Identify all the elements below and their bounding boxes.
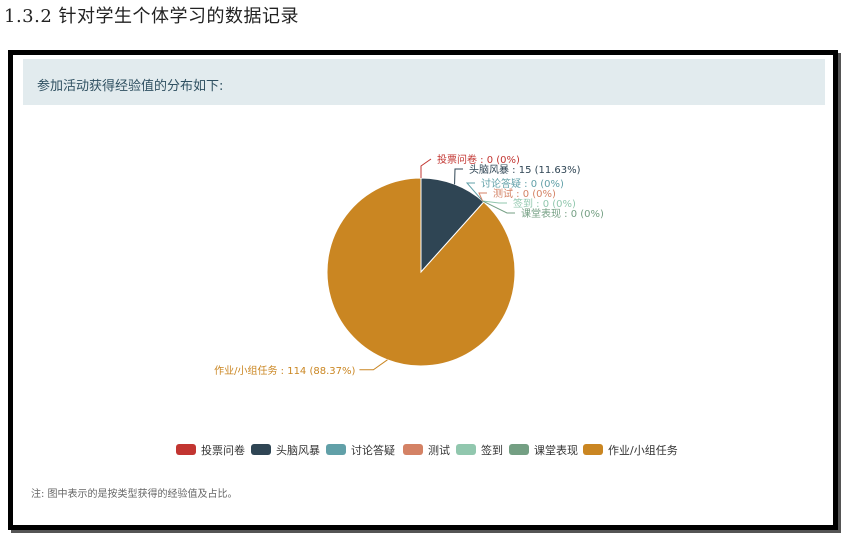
legend-swatch-6 — [583, 444, 603, 455]
legend-item-1[interactable]: 头脑风暴 — [251, 444, 320, 457]
legend-label-0: 投票问卷 — [201, 443, 245, 457]
data-label-2: 讨论答疑 : 0 (0%) — [481, 177, 564, 190]
legend-item-3[interactable]: 测试 — [403, 444, 450, 457]
label-line-5 — [482, 200, 515, 214]
legend-item-4[interactable]: 签到 — [456, 443, 503, 457]
label-line-2 — [465, 182, 483, 202]
legend-item-0[interactable]: 投票问卷 — [176, 443, 245, 457]
label-line-3 — [478, 192, 487, 202]
chart-note: 注: 图中表示的是按类型获得的经验值及占比。 — [31, 489, 238, 500]
legend-item-6[interactable]: 作业/小组任务 — [583, 443, 678, 457]
legend-swatch-3 — [403, 444, 423, 455]
chart-panel: 参加活动获得经验值的分布如下: 投票问卷 : 0 (0%) 头脑风暴 : 15 (… — [8, 50, 838, 530]
legend-label-3: 测试 — [428, 444, 450, 457]
panel-header: 参加活动获得经验值的分布如下: — [23, 59, 825, 105]
data-label-0: 投票问卷 : 0 (0%) — [437, 153, 520, 166]
legend-swatch-5 — [509, 444, 529, 455]
legend-label-6: 作业/小组任务 — [608, 443, 678, 457]
legend-label-1: 头脑风暴 — [276, 444, 320, 457]
data-label-4: 签到 : 0 (0%) — [513, 197, 576, 210]
panel-title: 参加活动获得经验值的分布如下: — [37, 79, 224, 94]
data-label-3: 测试 : 0 (0%) — [493, 187, 556, 200]
legend-label-2: 讨论答疑 — [351, 443, 395, 457]
legend-item-5[interactable]: 课堂表现 — [509, 443, 578, 457]
section-heading: 1.3.2 针对学生个体学习的数据记录 — [4, 6, 300, 27]
label-line-1 — [454, 168, 463, 185]
legend-swatch-4 — [456, 444, 476, 455]
legend-swatch-2 — [326, 444, 346, 455]
data-label-5: 课堂表现 : 0 (0%) — [521, 207, 604, 220]
pie-slice-6[interactable] — [326, 177, 516, 367]
legend-swatch-0 — [176, 444, 196, 455]
data-label-6: 作业/小组任务 : 114 (88.37%) — [214, 364, 355, 377]
legend-label-5: 课堂表现 — [534, 443, 578, 457]
label-line-0 — [420, 158, 432, 178]
label-line-6 — [359, 359, 388, 371]
legend-label-4: 签到 — [481, 443, 503, 457]
label-line-4 — [482, 200, 507, 204]
legend-item-2[interactable]: 讨论答疑 — [326, 443, 395, 457]
pie-chart: 投票问卷 : 0 (0%)头脑风暴 : 15 (11.63%)讨论答疑 : 0 … — [176, 153, 678, 457]
legend-swatch-1 — [251, 444, 271, 455]
data-label-1: 头脑风暴 : 15 (11.63%) — [469, 163, 581, 176]
